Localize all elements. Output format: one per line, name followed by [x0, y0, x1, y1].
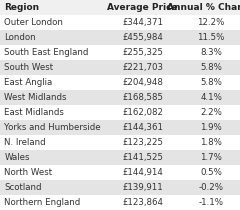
Text: East Anglia: East Anglia	[4, 78, 53, 87]
Text: Annual % Change: Annual % Change	[167, 3, 240, 12]
Bar	[0, 60, 240, 75]
Bar	[0, 90, 240, 105]
Text: 12.2%: 12.2%	[198, 18, 225, 27]
Text: 8.3%: 8.3%	[200, 48, 222, 57]
Text: Northern England: Northern England	[4, 198, 81, 207]
Text: Average Price: Average Price	[108, 3, 178, 12]
Bar	[0, 120, 240, 135]
Text: £162,082: £162,082	[122, 108, 163, 117]
Text: £144,361: £144,361	[122, 123, 163, 132]
Text: 2.2%: 2.2%	[200, 108, 222, 117]
Text: London: London	[4, 33, 36, 42]
Bar	[0, 45, 240, 60]
Bar	[0, 30, 240, 45]
Bar	[0, 0, 240, 15]
Text: Scotland: Scotland	[4, 183, 42, 192]
Text: £255,325: £255,325	[122, 48, 163, 57]
Text: West Midlands: West Midlands	[4, 93, 67, 102]
Text: Yorks and Humberside: Yorks and Humberside	[4, 123, 101, 132]
Text: 1.8%: 1.8%	[200, 138, 222, 147]
Text: 1.9%: 1.9%	[200, 123, 222, 132]
Bar	[0, 195, 240, 210]
Text: 4.1%: 4.1%	[200, 93, 222, 102]
Text: Region: Region	[4, 3, 39, 12]
Text: South East England: South East England	[4, 48, 89, 57]
Text: £168,585: £168,585	[122, 93, 163, 102]
Text: -0.2%: -0.2%	[199, 183, 224, 192]
Text: £123,864: £123,864	[122, 198, 163, 207]
Text: East Midlands: East Midlands	[4, 108, 64, 117]
Text: Wales: Wales	[4, 153, 30, 162]
Bar	[0, 75, 240, 90]
Text: South West: South West	[4, 63, 54, 72]
Text: £455,984: £455,984	[122, 33, 163, 42]
Text: 5.8%: 5.8%	[200, 78, 222, 87]
Text: £123,225: £123,225	[122, 138, 163, 147]
Text: N. Ireland: N. Ireland	[4, 138, 46, 147]
Text: North West: North West	[4, 168, 53, 177]
Bar	[0, 165, 240, 180]
Text: 5.8%: 5.8%	[200, 63, 222, 72]
Text: £144,914: £144,914	[122, 168, 163, 177]
Bar	[0, 105, 240, 120]
Bar	[0, 180, 240, 195]
Text: Outer London: Outer London	[4, 18, 63, 27]
Text: £204,948: £204,948	[122, 78, 163, 87]
Text: 11.5%: 11.5%	[198, 33, 225, 42]
Bar	[0, 135, 240, 150]
Bar	[0, 150, 240, 165]
Text: -1.1%: -1.1%	[199, 198, 224, 207]
Text: £344,371: £344,371	[122, 18, 163, 27]
Text: £139,911: £139,911	[122, 183, 163, 192]
Text: 1.7%: 1.7%	[200, 153, 222, 162]
Bar	[0, 15, 240, 30]
Text: 0.5%: 0.5%	[200, 168, 222, 177]
Text: £221,703: £221,703	[122, 63, 163, 72]
Text: £141,525: £141,525	[122, 153, 163, 162]
